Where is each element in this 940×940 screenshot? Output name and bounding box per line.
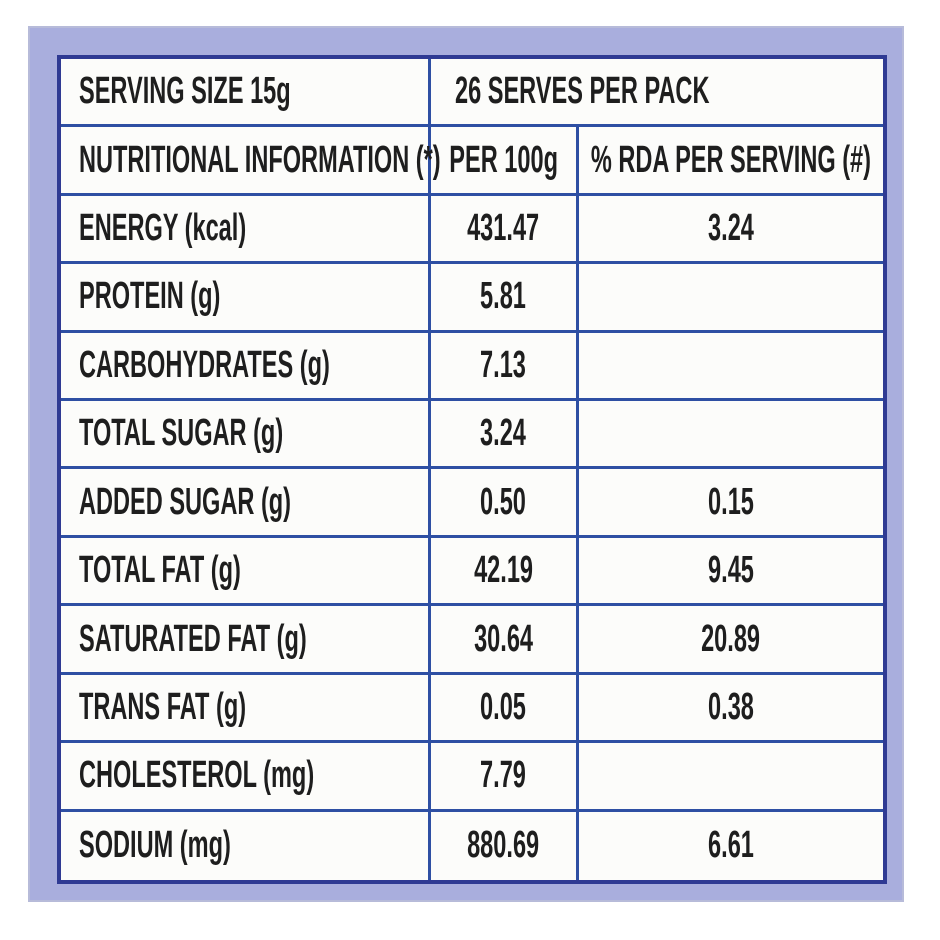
rda-value-cell: 9.45 bbox=[578, 537, 883, 607]
header-per-100g: PER 100g bbox=[430, 127, 579, 196]
per-100g-value-cell: 0.50 bbox=[430, 469, 579, 538]
rda-value-cell bbox=[578, 332, 883, 402]
rda-value-cell bbox=[578, 743, 883, 812]
nutrient-label-cell: CHOLESTEROL (mg) bbox=[61, 743, 431, 812]
label-frame: SERVING SIZE 15g 26 SERVES PER PACK NUTR… bbox=[28, 26, 904, 902]
rda-value-cell: 3.24 bbox=[578, 195, 883, 265]
per-100g-value-cell: 5.81 bbox=[430, 264, 579, 333]
serves-per-pack-cell: 26 SERVES PER PACK bbox=[430, 59, 883, 128]
per-100g-value-cell: 880.69 bbox=[430, 811, 579, 880]
rda-value-cell: 6.61 bbox=[578, 811, 883, 880]
rda-value-cell: 0.15 bbox=[578, 469, 883, 538]
per-100g-value-cell: 3.24 bbox=[430, 401, 579, 470]
nutrient-label-cell: SATURATED FAT (g) bbox=[61, 606, 431, 675]
per-100g-value-cell: 7.79 bbox=[430, 743, 579, 812]
nutrition-table: SERVING SIZE 15g 26 SERVES PER PACK NUTR… bbox=[57, 55, 887, 884]
rda-value-cell: 0.38 bbox=[578, 674, 883, 744]
serving-size-text: SERVING SIZE 15g bbox=[79, 70, 291, 113]
rda-value-cell bbox=[578, 264, 883, 333]
per-100g-value-cell: 30.64 bbox=[430, 606, 579, 675]
serving-size-cell: SERVING SIZE 15g bbox=[61, 59, 431, 128]
nutrient-label-cell: ADDED SUGAR (g) bbox=[61, 469, 431, 538]
header-nutritional-information: NUTRITIONAL INFORMATION (*) bbox=[61, 127, 441, 196]
per-100g-value-cell: 431.47 bbox=[430, 195, 579, 265]
serves-per-pack-text: 26 SERVES PER PACK bbox=[454, 70, 710, 113]
per-100g-value-cell: 42.19 bbox=[430, 537, 579, 607]
nutrient-label-cell: CARBOHYDRATES (g) bbox=[61, 332, 431, 402]
per-100g-value-cell: 7.13 bbox=[430, 332, 579, 402]
header-rda-per-serving: % RDA PER SERVING (#) bbox=[578, 127, 883, 196]
rda-value-cell bbox=[578, 401, 883, 470]
nutrient-label-cell: PROTEIN (g) bbox=[61, 264, 431, 333]
nutrient-label-cell: SODIUM (mg) bbox=[61, 811, 431, 880]
nutrient-label-cell: TRANS FAT (g) bbox=[61, 674, 431, 744]
nutrient-label-cell: ENERGY (kcal) bbox=[61, 195, 431, 265]
per-100g-value-cell: 0.05 bbox=[430, 674, 579, 744]
nutrient-label-cell: TOTAL SUGAR (g) bbox=[61, 401, 431, 470]
nutrient-label-cell: TOTAL FAT (g) bbox=[61, 537, 431, 607]
rda-value-cell: 20.89 bbox=[578, 606, 883, 675]
